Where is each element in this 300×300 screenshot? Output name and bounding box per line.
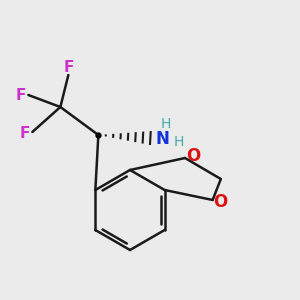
Text: O: O: [214, 193, 228, 211]
Text: N: N: [155, 130, 169, 148]
Text: F: F: [15, 88, 26, 103]
Text: H: H: [160, 117, 170, 131]
Text: O: O: [186, 147, 200, 165]
Text: F: F: [63, 59, 74, 74]
Text: F: F: [19, 127, 29, 142]
Text: H: H: [173, 135, 184, 149]
